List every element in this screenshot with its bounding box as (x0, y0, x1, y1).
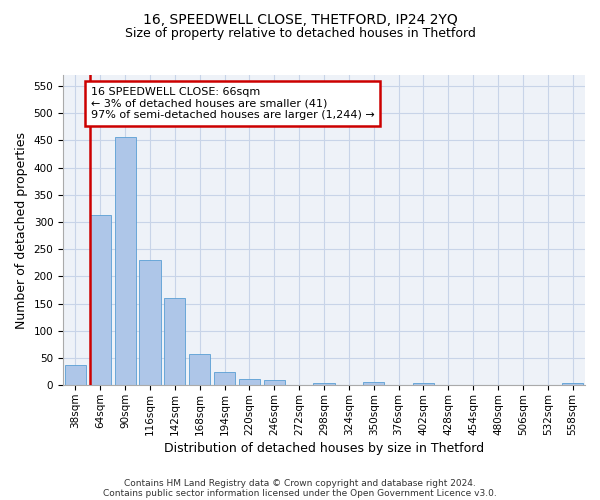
Bar (239, 379, 260, 386)
Bar (562, 382, 583, 386)
Bar (189, 354, 210, 386)
Bar (65, 364, 86, 386)
Bar (164, 298, 185, 386)
X-axis label: Distribution of detached houses by size in Thetford: Distribution of detached houses by size … (164, 442, 484, 455)
Text: 16 SPEEDWELL CLOSE: 66sqm
← 3% of detached houses are smaller (41)
97% of semi-d: 16 SPEEDWELL CLOSE: 66sqm ← 3% of detach… (91, 87, 374, 120)
Y-axis label: Number of detached properties: Number of detached properties (15, 132, 28, 328)
Bar (115, 136, 136, 386)
Text: Contains HM Land Registry data © Crown copyright and database right 2024.: Contains HM Land Registry data © Crown c… (124, 478, 476, 488)
Text: Contains public sector information licensed under the Open Government Licence v3: Contains public sector information licen… (103, 488, 497, 498)
Text: Size of property relative to detached houses in Thetford: Size of property relative to detached ho… (125, 28, 475, 40)
Bar (313, 382, 335, 386)
Bar (90, 216, 111, 386)
Bar (139, 260, 161, 386)
Bar (264, 380, 285, 386)
Bar (413, 382, 434, 386)
Text: 16, SPEEDWELL CLOSE, THETFORD, IP24 2YQ: 16, SPEEDWELL CLOSE, THETFORD, IP24 2YQ (143, 12, 457, 26)
Bar (214, 372, 235, 386)
Bar (363, 382, 384, 386)
